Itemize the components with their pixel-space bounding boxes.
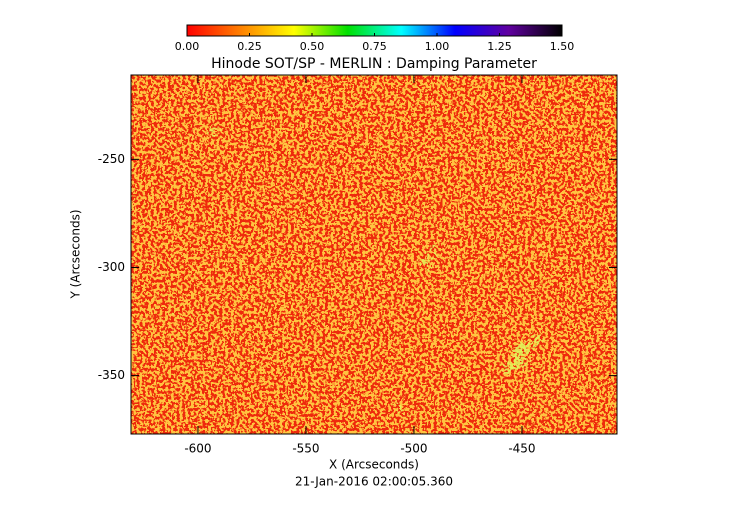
chart-title: Hinode SOT/SP - MERLIN : Damping Paramet…	[211, 56, 537, 72]
colorbar-tick-label: 0.00	[175, 40, 200, 53]
y-tick-label: -300	[98, 260, 125, 274]
x-tick-label: -450	[508, 442, 535, 456]
colorbar-tick-label: 1.00	[425, 40, 450, 53]
heatmap-image	[131, 75, 617, 434]
y-tick-label: -250	[98, 152, 125, 166]
footer: 21-Jan-2016 02:00:05.360	[295, 475, 453, 489]
colorbar-tick-label: 0.25	[237, 40, 262, 53]
colorbar-tick-label: 1.25	[487, 40, 512, 53]
colorbar-tick-label: 1.50	[550, 40, 575, 53]
colorbar-tick-label: 0.50	[300, 40, 325, 53]
y-tick-label: -350	[98, 368, 125, 382]
x-tick-label: -550	[292, 442, 319, 456]
x-axis-label: X (Arcseconds)	[329, 458, 419, 472]
colorbar: 0.00 0.25 0.50 0.75 1.00 1.25 1.50	[175, 24, 575, 53]
colorbar-tick-label: 0.75	[362, 40, 387, 53]
x-tick-label: -600	[184, 442, 211, 456]
plot-frame	[130, 74, 618, 435]
x-tick-label: -500	[400, 442, 427, 456]
y-axis-label: Y (Arcseconds)	[69, 209, 83, 299]
